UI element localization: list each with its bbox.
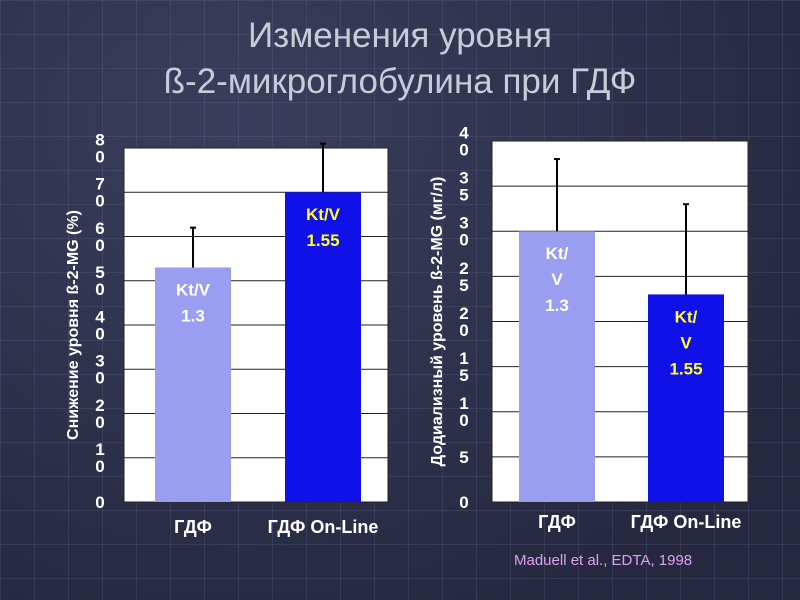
bar-2-1 bbox=[519, 231, 595, 502]
bar-data-label: Kt/V 1.3 bbox=[176, 280, 211, 325]
y-tick-label: 0 bbox=[95, 493, 104, 512]
y-axis-label-2: Додиализный уровень ß-2-MG (мг/л) bbox=[429, 177, 446, 467]
bar-data-label: Kt/V 1.55 bbox=[669, 307, 702, 378]
y-tick-label: 0 bbox=[459, 493, 468, 512]
bar-1-1 bbox=[155, 267, 231, 502]
bar-data-label: Kt/V 1.55 bbox=[306, 205, 341, 250]
bar-2-2 bbox=[648, 294, 724, 502]
x-category-label: ГДФ On-Line bbox=[631, 512, 742, 532]
y-tick-label: 5 bbox=[459, 448, 468, 467]
x-category-label: ГДФ bbox=[538, 512, 576, 532]
title-line-2: ß-2-микроглобулина при ГДФ bbox=[163, 62, 637, 101]
y-axis-label-1: Снижение уровня ß-2-MG (%) bbox=[65, 210, 82, 440]
title-line-1: Изменения уровня bbox=[248, 16, 552, 55]
bar-data-label: Kt/V 1.3 bbox=[545, 244, 569, 315]
citation: Maduell et al., EDTA, 1998 bbox=[514, 552, 693, 569]
x-category-label: ГДФ bbox=[174, 517, 212, 537]
x-category-label: ГДФ On-Line bbox=[268, 517, 379, 537]
bar-1-2 bbox=[285, 192, 361, 502]
